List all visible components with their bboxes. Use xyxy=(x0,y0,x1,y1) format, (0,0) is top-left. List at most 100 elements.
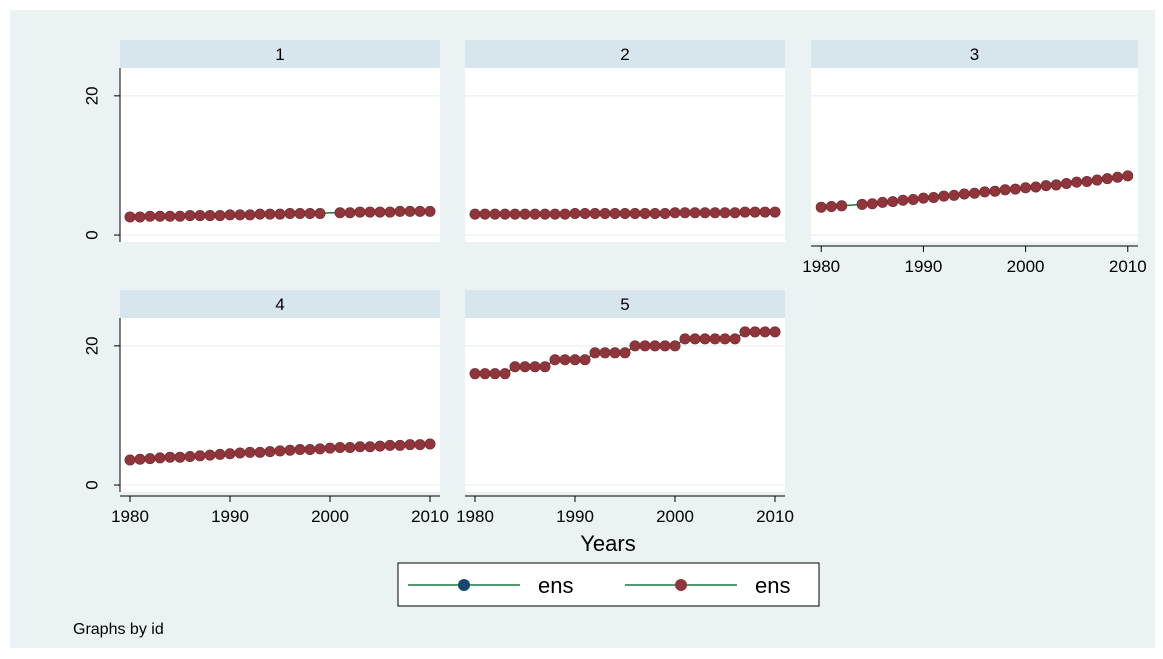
legend-label: ens xyxy=(538,573,573,598)
data-point xyxy=(856,198,868,210)
panel-strip xyxy=(811,40,1138,68)
x-tick-label: 1990 xyxy=(904,257,942,276)
data-point xyxy=(1112,171,1124,183)
data-point xyxy=(749,206,761,218)
data-point xyxy=(234,447,246,459)
data-point xyxy=(174,210,186,222)
data-point xyxy=(519,361,531,373)
data-point xyxy=(719,333,731,345)
y-tick-label: 20 xyxy=(82,336,101,355)
data-point xyxy=(579,354,591,366)
data-point xyxy=(314,443,326,455)
data-point xyxy=(559,208,571,220)
panel-strip xyxy=(120,290,440,318)
panel-title: 2 xyxy=(620,45,629,64)
data-point xyxy=(549,208,561,220)
data-point xyxy=(699,333,711,345)
data-point xyxy=(244,209,256,221)
data-point xyxy=(815,201,827,213)
data-point xyxy=(264,208,276,220)
x-tick-label: 2000 xyxy=(311,507,349,526)
data-point xyxy=(254,208,266,220)
data-point xyxy=(999,184,1011,196)
data-point xyxy=(609,347,621,359)
data-point xyxy=(479,208,491,220)
data-point xyxy=(284,444,296,456)
data-point xyxy=(124,454,136,466)
x-tick-label: 2010 xyxy=(411,507,449,526)
data-point xyxy=(619,207,631,219)
data-point xyxy=(569,207,581,219)
panel-strip xyxy=(465,290,785,318)
data-point xyxy=(669,207,681,219)
data-point xyxy=(334,207,346,219)
data-point xyxy=(509,361,521,373)
data-point xyxy=(539,208,551,220)
y-tick-label: 0 xyxy=(82,230,101,239)
data-point xyxy=(559,354,571,366)
data-point xyxy=(214,448,226,460)
data-point xyxy=(689,333,701,345)
data-point xyxy=(404,439,416,451)
data-point xyxy=(414,205,426,217)
data-point xyxy=(938,190,950,202)
panel-background xyxy=(811,68,1138,242)
data-point xyxy=(866,198,878,210)
data-point xyxy=(1030,181,1042,193)
panel-strip xyxy=(120,40,440,68)
data-point xyxy=(589,347,601,359)
data-point xyxy=(394,205,406,217)
data-point xyxy=(304,444,316,456)
graphs-by-note: Graphs by id xyxy=(73,621,164,638)
data-point xyxy=(274,208,286,220)
data-point xyxy=(749,326,761,338)
data-point xyxy=(469,208,481,220)
data-point xyxy=(989,185,1001,197)
data-point xyxy=(404,205,416,217)
data-point xyxy=(907,194,919,206)
data-point xyxy=(729,207,741,219)
legend-marker xyxy=(458,579,470,591)
data-point xyxy=(979,186,991,198)
data-point xyxy=(948,189,960,201)
panel-title: 1 xyxy=(275,45,284,64)
data-point xyxy=(1101,173,1113,185)
data-point xyxy=(364,441,376,453)
x-tick-label: 1990 xyxy=(556,507,594,526)
y-tick-label: 20 xyxy=(82,86,101,105)
data-point xyxy=(134,453,146,465)
data-point xyxy=(499,368,511,380)
x-tick-label: 1980 xyxy=(802,257,840,276)
data-point xyxy=(539,361,551,373)
data-point xyxy=(1122,170,1134,182)
data-point xyxy=(1081,175,1093,187)
data-point xyxy=(499,208,511,220)
data-point xyxy=(1091,174,1103,186)
data-point xyxy=(164,210,176,222)
x-axis-title: Years xyxy=(580,531,635,556)
data-point xyxy=(679,333,691,345)
data-point xyxy=(344,441,356,453)
panel-title: 5 xyxy=(620,295,629,314)
data-point xyxy=(214,210,226,222)
data-point xyxy=(549,354,561,366)
data-point xyxy=(669,340,681,352)
legend-item: ens xyxy=(408,573,573,598)
panel-title: 4 xyxy=(275,295,284,314)
data-point xyxy=(729,333,741,345)
panel-1: 1 0 20 xyxy=(82,40,440,242)
data-point xyxy=(689,207,701,219)
data-point xyxy=(579,207,591,219)
legend: ens ens xyxy=(397,562,820,607)
data-point xyxy=(928,191,940,203)
data-point xyxy=(264,446,276,458)
data-point xyxy=(424,438,436,450)
data-point xyxy=(529,361,541,373)
data-point xyxy=(639,207,651,219)
data-point xyxy=(224,209,236,221)
data-point xyxy=(958,188,970,200)
data-point xyxy=(384,206,396,218)
data-point xyxy=(424,205,436,217)
data-point xyxy=(629,207,641,219)
